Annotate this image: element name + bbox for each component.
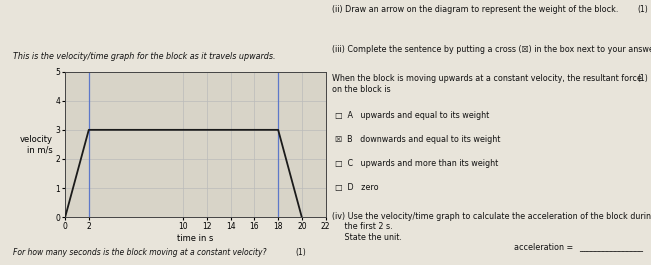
Text: (1): (1) <box>637 74 648 83</box>
Text: For how many seconds is the block moving at a constant velocity?: For how many seconds is the block moving… <box>13 248 266 257</box>
Text: ☒  B   downwards and equal to its weight: ☒ B downwards and equal to its weight <box>335 135 501 144</box>
X-axis label: time in s: time in s <box>177 234 214 243</box>
Text: (1): (1) <box>637 5 648 14</box>
Text: (iii) Complete the sentence by putting a cross (☒) in the box next to your answe: (iii) Complete the sentence by putting a… <box>332 45 651 54</box>
Text: When the block is moving upwards at a constant velocity, the resultant force
on : When the block is moving upwards at a co… <box>332 74 642 94</box>
Text: (ii) Draw an arrow on the diagram to represent the weight of the block.: (ii) Draw an arrow on the diagram to rep… <box>332 5 618 14</box>
Text: This is the velocity/time graph for the block as it travels upwards.: This is the velocity/time graph for the … <box>13 52 275 61</box>
Y-axis label: velocity
in m/s: velocity in m/s <box>20 135 53 154</box>
Text: ________________: ________________ <box>579 243 643 252</box>
Text: □  D   zero: □ D zero <box>335 183 379 192</box>
Text: (1): (1) <box>295 248 306 257</box>
Text: □  A   upwards and equal to its weight: □ A upwards and equal to its weight <box>335 111 490 120</box>
Text: □  C   upwards and more than its weight: □ C upwards and more than its weight <box>335 159 499 168</box>
Text: (iv) Use the velocity/time graph to calculate the acceleration of the block duri: (iv) Use the velocity/time graph to calc… <box>332 212 651 242</box>
Text: acceleration =: acceleration = <box>514 243 576 252</box>
